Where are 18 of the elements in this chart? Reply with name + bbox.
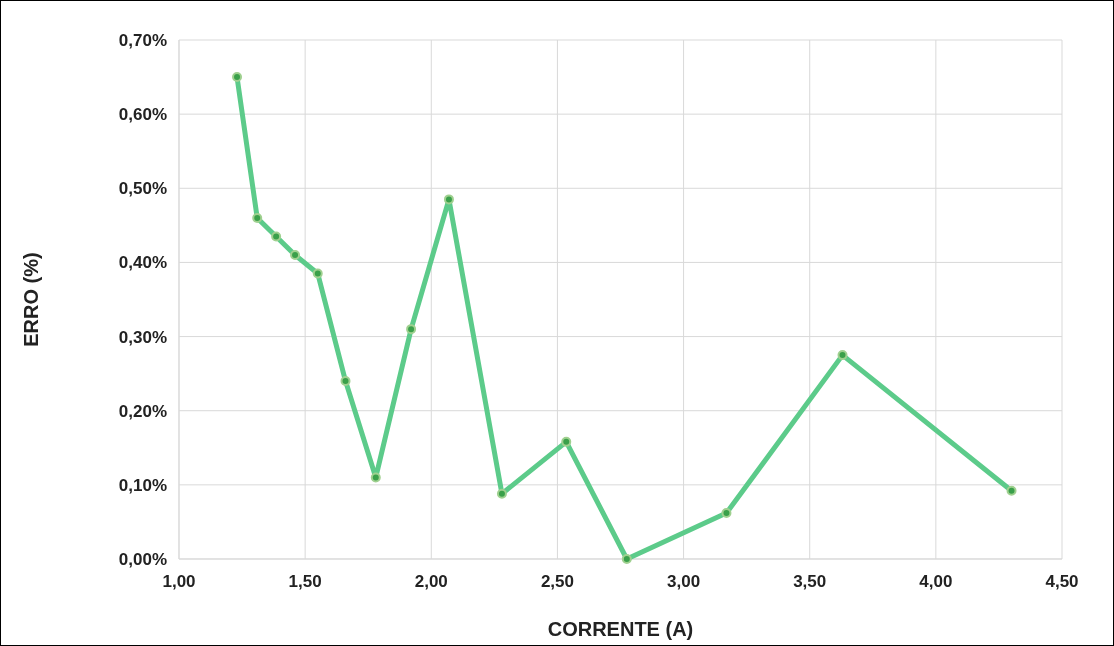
y-tick-label: 0,60% [118,105,167,125]
y-tick-label: 0,50% [118,179,167,199]
x-tick-label: 2,00 [414,572,448,591]
x-axis-title: CORRENTE (A) [547,618,694,640]
x-tick-label: 1,00 [162,572,196,591]
y-tick-label: 0,30% [118,327,167,347]
y-tick-label: 0,20% [118,401,167,421]
x-tick-label: 2,50 [540,572,574,591]
x-tick-label: 4,50 [1045,572,1079,591]
y-tick-label: 0,10% [118,475,167,495]
y-tick-label: 0,70% [118,30,167,50]
x-tick-label: 3,50 [793,572,827,591]
x-tick-label: 4,00 [919,572,953,591]
y-tick-label: 0,40% [118,253,167,273]
y-axis-title: ERRO (%) [20,252,42,347]
x-tick-label: 3,00 [667,572,701,591]
y-tick-label: 0,00% [118,549,167,569]
x-tick-label: 1,50 [288,572,322,591]
